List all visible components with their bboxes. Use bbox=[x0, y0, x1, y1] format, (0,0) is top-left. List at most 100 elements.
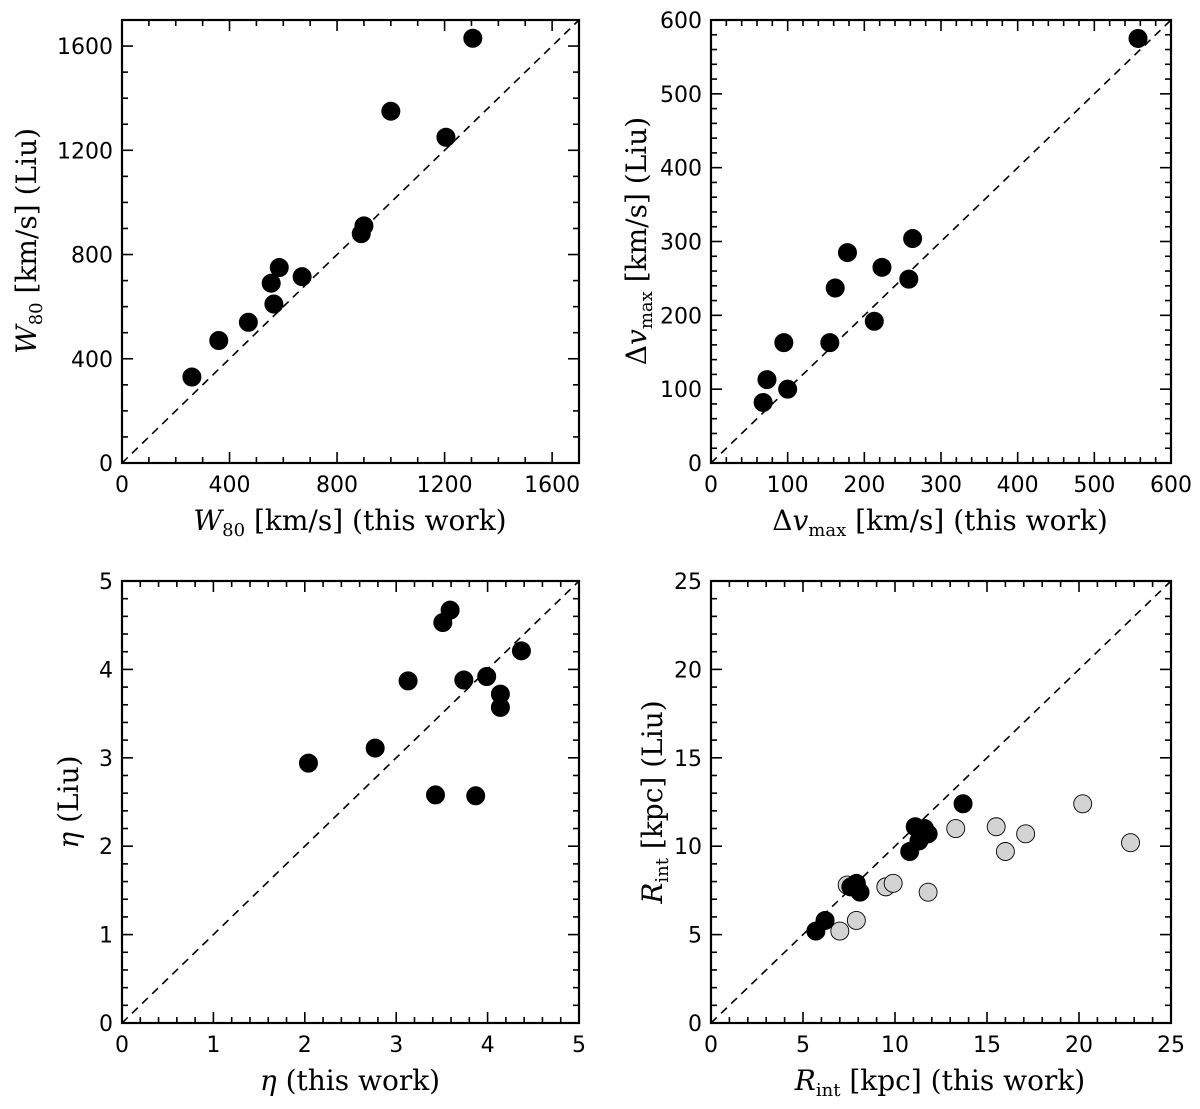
eta-x-tick-label: 5 bbox=[572, 1033, 586, 1058]
w80-ticks bbox=[121, 19, 580, 464]
rint-point-gray bbox=[986, 817, 1006, 837]
dvmax-x-tick-label: 600 bbox=[1150, 473, 1192, 498]
rint-point-gray bbox=[1016, 824, 1036, 844]
rint-point-gray bbox=[995, 842, 1015, 861]
eta-frame bbox=[120, 579, 581, 1025]
w80-y-tick-label: 1200 bbox=[57, 139, 113, 164]
eta-point-measured bbox=[454, 670, 474, 690]
w80-x-tick-labels: 0 400 800 1200 1600 bbox=[115, 473, 580, 498]
dvmax-y-tick-label: 500 bbox=[660, 83, 702, 108]
w80-point-measured bbox=[209, 331, 229, 351]
rint-point-gray bbox=[883, 873, 903, 893]
eta-y-tick-label: 1 bbox=[99, 924, 113, 949]
dvmax-point-measured bbox=[757, 370, 777, 390]
rint-x-tick-labels: 0 5 10 15 20 25 bbox=[704, 1033, 1185, 1058]
w80-point-measured bbox=[436, 127, 456, 147]
rint-y-tick-labels: 0 5 10 15 20 25 bbox=[674, 570, 702, 1037]
dvmax-points bbox=[753, 28, 1148, 412]
rint-one-to-one-line bbox=[710, 580, 1172, 1024]
dvmax-y-tick-label: 300 bbox=[660, 231, 702, 256]
panel-dvmax: 0 100 200 300 400 500 600 0100200300400500600 … bbox=[620, 9, 1192, 541]
dvmax-y-axis-label: Δvmax [km/s] (Liu) bbox=[620, 117, 657, 365]
w80-frame bbox=[120, 18, 581, 465]
dvmax-x-tick-label: 400 bbox=[997, 473, 1039, 498]
dvmax-one-to-one-line bbox=[710, 19, 1172, 464]
dvmax-point-measured bbox=[837, 243, 857, 263]
eta-y-tick-label: 0 bbox=[99, 1012, 113, 1037]
w80-point-measured bbox=[463, 28, 483, 48]
eta-y-tick-labels: 0 1 2 3 4 5 bbox=[99, 570, 113, 1037]
rint-ticks bbox=[710, 580, 1172, 1024]
eta-ticks bbox=[121, 580, 580, 1024]
w80-y-tick-labels: 0 400 800 1200 1600 bbox=[57, 35, 113, 477]
rint-point-gray bbox=[830, 921, 850, 941]
dvmax-point-measured bbox=[903, 229, 923, 249]
w80-y-tick-label: 400 bbox=[71, 348, 113, 373]
eta-x-tick-label: 1 bbox=[206, 1033, 220, 1058]
eta-y-axis-label: η (Liu) bbox=[52, 755, 85, 848]
w80-point-measured bbox=[269, 258, 289, 278]
eta-x-tick-label: 2 bbox=[298, 1033, 312, 1058]
rint-points bbox=[806, 794, 1140, 941]
dvmax-x-tick-label: 100 bbox=[767, 473, 809, 498]
w80-point-measured bbox=[292, 267, 312, 287]
rint-y-tick-label: 25 bbox=[674, 570, 702, 595]
dvmax-y-tick-label: 0 bbox=[688, 452, 702, 477]
dvmax-y-tick-labels: 0 100 200 300 400 500 600 bbox=[660, 9, 702, 477]
rint-x-tick-label: 20 bbox=[1065, 1033, 1093, 1058]
w80-point-measured bbox=[238, 312, 258, 332]
dvmax-y-tick-label: 200 bbox=[660, 304, 702, 329]
dvmax-x-tick-label: 500 bbox=[1073, 473, 1115, 498]
w80-points bbox=[182, 28, 483, 387]
rint-point-gray bbox=[1073, 794, 1093, 814]
rint-point-black bbox=[850, 882, 870, 902]
eta-y-tick-label: 4 bbox=[99, 658, 113, 683]
w80-point-measured bbox=[182, 367, 202, 387]
eta-one-to-one-line bbox=[121, 580, 580, 1024]
w80-x-tick-label: 1600 bbox=[524, 473, 580, 498]
w80-x-tick-label: 800 bbox=[316, 473, 358, 498]
rint-point-black bbox=[815, 910, 835, 930]
dvmax-point-measured bbox=[825, 278, 845, 298]
panel-rint: 0 5 10 15 20 25 0 5 10 15 20 25 Rint [kpc] (this w… bbox=[636, 570, 1185, 1101]
eta-point-measured bbox=[426, 785, 446, 805]
dvmax-point-measured bbox=[774, 333, 794, 353]
dvmax-point-measured bbox=[820, 333, 840, 353]
rint-y-tick-label: 10 bbox=[674, 835, 702, 860]
w80-point-measured bbox=[354, 216, 374, 236]
eta-y-tick-label: 5 bbox=[99, 570, 113, 595]
w80-y-tick-label: 800 bbox=[71, 244, 113, 269]
dvmax-point-measured bbox=[872, 257, 892, 277]
w80-point-measured bbox=[264, 294, 284, 314]
dvmax-x-tick-labels: 0 100 200 300 400 500 600 bbox=[704, 473, 1192, 498]
rint-point-gray bbox=[846, 911, 866, 930]
w80-x-axis-label: W80 [km/s] (this work) bbox=[193, 504, 506, 541]
rint-frame bbox=[709, 579, 1173, 1025]
rint-y-tick-label: 20 bbox=[674, 658, 702, 683]
eta-point-measured bbox=[511, 641, 531, 661]
eta-point-measured bbox=[477, 666, 497, 686]
rint-x-axis-label: Rint [kpc] (this work) bbox=[794, 1064, 1085, 1101]
dvmax-y-tick-label: 600 bbox=[660, 9, 702, 34]
dvmax-point-measured bbox=[899, 269, 919, 289]
w80-point-measured bbox=[261, 273, 281, 293]
dvmax-x-axis-label: Δvmax [km/s] (this work) bbox=[772, 504, 1108, 541]
dvmax-frame bbox=[709, 18, 1173, 465]
w80-point-measured bbox=[381, 101, 401, 121]
rint-x-tick-label: 10 bbox=[881, 1033, 909, 1058]
dvmax-x-tick-label: 200 bbox=[843, 473, 885, 498]
w80-y-tick-label: 0 bbox=[99, 452, 113, 477]
dvmax-point-measured bbox=[1128, 28, 1148, 48]
dvmax-x-tick-label: 0 bbox=[704, 473, 718, 498]
eta-x-axis-label: η (this work) bbox=[260, 1064, 440, 1097]
w80-x-tick-label: 1200 bbox=[417, 473, 473, 498]
rint-point-black bbox=[918, 824, 938, 844]
dvmax-y-tick-label: 400 bbox=[660, 157, 702, 182]
eta-point-measured bbox=[490, 697, 510, 717]
rint-y-tick-label: 0 bbox=[688, 1012, 702, 1037]
eta-point-measured bbox=[440, 600, 460, 620]
rint-point-black bbox=[953, 794, 973, 814]
rint-point-gray bbox=[946, 819, 966, 838]
eta-point-measured bbox=[298, 753, 318, 773]
